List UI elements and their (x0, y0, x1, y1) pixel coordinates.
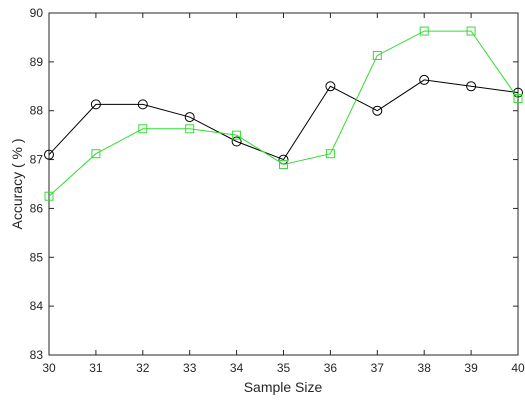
series-2-point (138, 124, 148, 134)
series-2-point (91, 149, 101, 159)
series-2 (44, 26, 523, 201)
series-1-point (184, 112, 195, 123)
y-tick-label: 84 (30, 299, 44, 313)
y-tick-label: 86 (30, 201, 44, 215)
x-tick-label: 38 (418, 361, 432, 375)
y-tick-label: 88 (30, 104, 44, 118)
series-2-point (185, 124, 195, 134)
x-tick-label: 34 (230, 361, 244, 375)
series-1-line (48, 79, 519, 161)
series-1-point (90, 99, 101, 110)
series-1-point (231, 136, 242, 147)
x-tick-label: 30 (42, 361, 56, 375)
series-1-point (137, 99, 148, 110)
x-axis: 30 31 32 33 34 35 36 37 38 39 40 (42, 13, 525, 375)
y-tick-label: 85 (30, 250, 44, 264)
y-tick-label: 90 (30, 6, 44, 20)
series-1-point (419, 74, 430, 85)
x-tick-label: 36 (324, 361, 338, 375)
y-axis-label: Accuracy ( % ) (9, 138, 25, 229)
series-2-point (419, 26, 429, 36)
y-tick-label: 87 (30, 153, 44, 167)
x-tick-label: 33 (183, 361, 197, 375)
series-2-point (466, 26, 476, 36)
plot-area (48, 12, 519, 356)
series-1-point (325, 81, 336, 92)
series-layer (44, 26, 523, 201)
series-1-point (44, 149, 54, 160)
y-axis: 83 84 85 86 87 88 89 90 (30, 6, 518, 362)
x-tick-label: 39 (464, 361, 478, 375)
y-tick-label: 89 (30, 55, 44, 69)
series-2-point (44, 191, 54, 201)
series-2-point (325, 149, 335, 159)
series-1-point (466, 81, 477, 92)
series-2-point (232, 130, 242, 140)
x-tick-label: 31 (89, 361, 103, 375)
x-tick-label: 37 (371, 361, 385, 375)
series-2-point (279, 159, 288, 169)
y-tick-label: 83 (30, 348, 44, 362)
series-2-line (48, 30, 519, 197)
series-2-point (513, 94, 523, 103)
x-tick-label: 35 (277, 361, 291, 375)
series-2-point (372, 51, 382, 61)
x-tick-label: 40 (511, 361, 525, 375)
series-1-point (372, 105, 383, 116)
x-tick-label: 32 (136, 361, 150, 375)
x-axis-label: Sample Size (244, 379, 323, 395)
